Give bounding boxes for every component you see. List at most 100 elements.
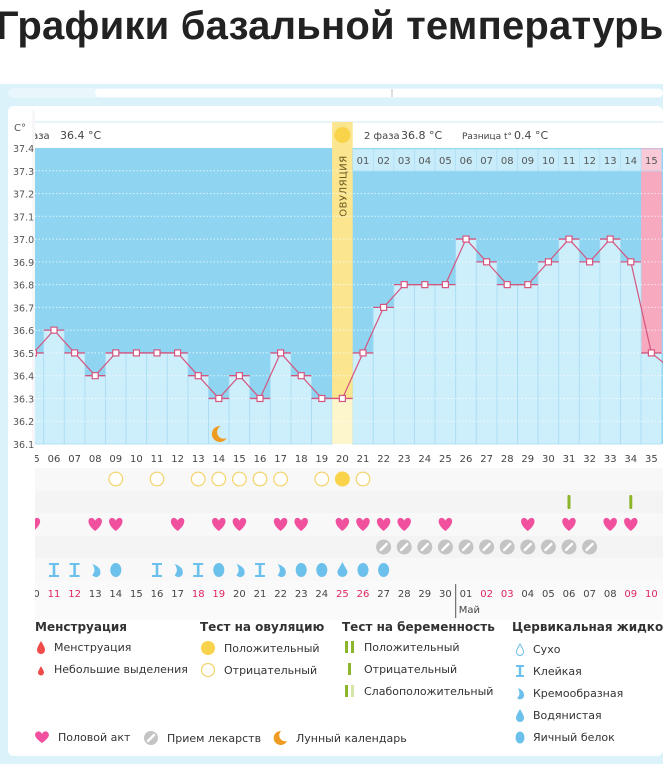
cycle-day-label: 24 [418, 454, 431, 465]
phase2-day-label: 08 [501, 156, 514, 167]
temperature-diff-label: Разница t° [462, 132, 512, 142]
temperature-point [153, 349, 161, 357]
heart-icon [294, 517, 308, 531]
temperature-bar [393, 284, 415, 445]
pill-icon-slash [544, 542, 553, 552]
date-label: 14 [109, 589, 122, 600]
ovulation-test-negative-icon [108, 471, 124, 487]
legend-label: Положительный [224, 641, 320, 655]
ovulation-test-negative-icon [314, 471, 330, 487]
date-label: 16 [151, 589, 164, 600]
date-label: 28 [398, 589, 411, 600]
ovulation-test-negative-icon [355, 471, 371, 487]
date-label: 05 [542, 589, 555, 600]
phase2-day-label: 12 [583, 156, 596, 167]
heart-icon [562, 517, 576, 531]
pill-icon-slash [441, 542, 450, 552]
legend-label: Отрицательный [364, 662, 458, 676]
heart-icon [397, 517, 411, 531]
cycle-day-row [35, 446, 663, 468]
date-label: 15 [130, 589, 143, 600]
temperature-bar [434, 284, 457, 445]
phase2-day-label: 03 [398, 156, 411, 167]
phase2-day-label: 15 [645, 156, 658, 167]
temperature-point [585, 258, 594, 266]
legend-label: Половой акт [58, 730, 131, 744]
legend-label: Водянистая [533, 708, 602, 722]
ovulation-test-positive-icon [334, 471, 350, 487]
date-label: 19 [212, 589, 225, 600]
cycle-day-label: 23 [398, 454, 411, 465]
pill-icon-slash [400, 542, 409, 552]
phase2-day-label: 07 [480, 156, 493, 167]
cycle-day-label: 15 [233, 454, 246, 465]
cycle-day-label: 12 [171, 454, 184, 465]
ovulation-test-negative-icon [149, 471, 165, 487]
heart-icon [356, 517, 370, 531]
heart-icon [170, 517, 185, 531]
pill-icon-slash [503, 542, 512, 552]
temperature-point [647, 349, 656, 357]
temperature-bar [84, 375, 106, 445]
temperature-bar [558, 238, 580, 445]
temperature-point [400, 281, 408, 289]
legend-cervical-eggwhite: Яичный белок [515, 730, 615, 744]
phase1-value: 36.4 °C [60, 129, 101, 142]
phase2-label: 2 фаза [364, 131, 400, 142]
page-title: Графики базальной температуры [0, 4, 663, 48]
menstruation-column [641, 148, 662, 353]
pill-icon [144, 731, 158, 745]
phase2-day-label: 13 [604, 156, 617, 167]
ovulation-test-negative-icon [211, 471, 227, 487]
temperature-bar [187, 375, 209, 445]
date-label: 27 [377, 589, 390, 600]
cycle-day-label: 06 [48, 454, 61, 465]
cycle-day-label: 21 [357, 454, 370, 465]
legend-menstruation: Менструация [36, 640, 131, 654]
cycle-day-label: 13 [192, 454, 205, 465]
creamy-icon [277, 564, 286, 578]
y-tick-label: 36.8 [13, 281, 34, 292]
heart-icon [438, 517, 453, 531]
temperature-point [174, 349, 182, 357]
date-label: 04 [521, 589, 534, 600]
creamy-icon [236, 564, 245, 578]
pregnancy-test-negative-icon [567, 495, 571, 509]
temperature-point [277, 349, 285, 357]
moon-icon [273, 730, 287, 745]
y-tick-label: 36.5 [13, 349, 34, 360]
legend-cervical-creamy: Кремообразная [515, 686, 623, 700]
drop-icon [516, 709, 524, 722]
y-tick-label: 36.9 [13, 258, 34, 269]
y-axis-shadow [32, 110, 35, 448]
ovulation-test-negative-icon [231, 471, 247, 487]
legend-label: Клейкая [533, 664, 582, 678]
temperature-bar [517, 284, 539, 445]
horizontal-scrollbar-thumb[interactable] [95, 89, 663, 97]
date-label: 20 [233, 589, 246, 600]
sticky-icon [49, 563, 59, 577]
temperature-point [235, 372, 243, 380]
temperature-point [606, 235, 614, 243]
y-tick-label: 37.0 [13, 235, 34, 246]
cycle-day-label: 33 [604, 454, 617, 465]
sticky-icon [152, 563, 162, 577]
cycle-day-label: 17 [274, 454, 287, 465]
date-label: 29 [418, 589, 431, 600]
legend-medication: Прием лекарств [143, 730, 261, 746]
sticky-icon [255, 563, 265, 577]
egg-white-icon [295, 563, 307, 577]
egg-white-icon [110, 563, 122, 577]
temperature-point [297, 372, 305, 380]
phase2-day-cell [640, 148, 662, 172]
drop-red-icon [37, 641, 45, 654]
ovulation-test-negative-icon [190, 471, 206, 487]
y-tick-label: 37.2 [13, 190, 34, 201]
cycle-day-label: 14 [212, 454, 225, 465]
legend-label: Отрицательный [224, 663, 318, 677]
creamy-icon [174, 564, 183, 578]
phase2-day-label: 06 [460, 156, 473, 167]
pill-icon-slash [379, 542, 388, 552]
